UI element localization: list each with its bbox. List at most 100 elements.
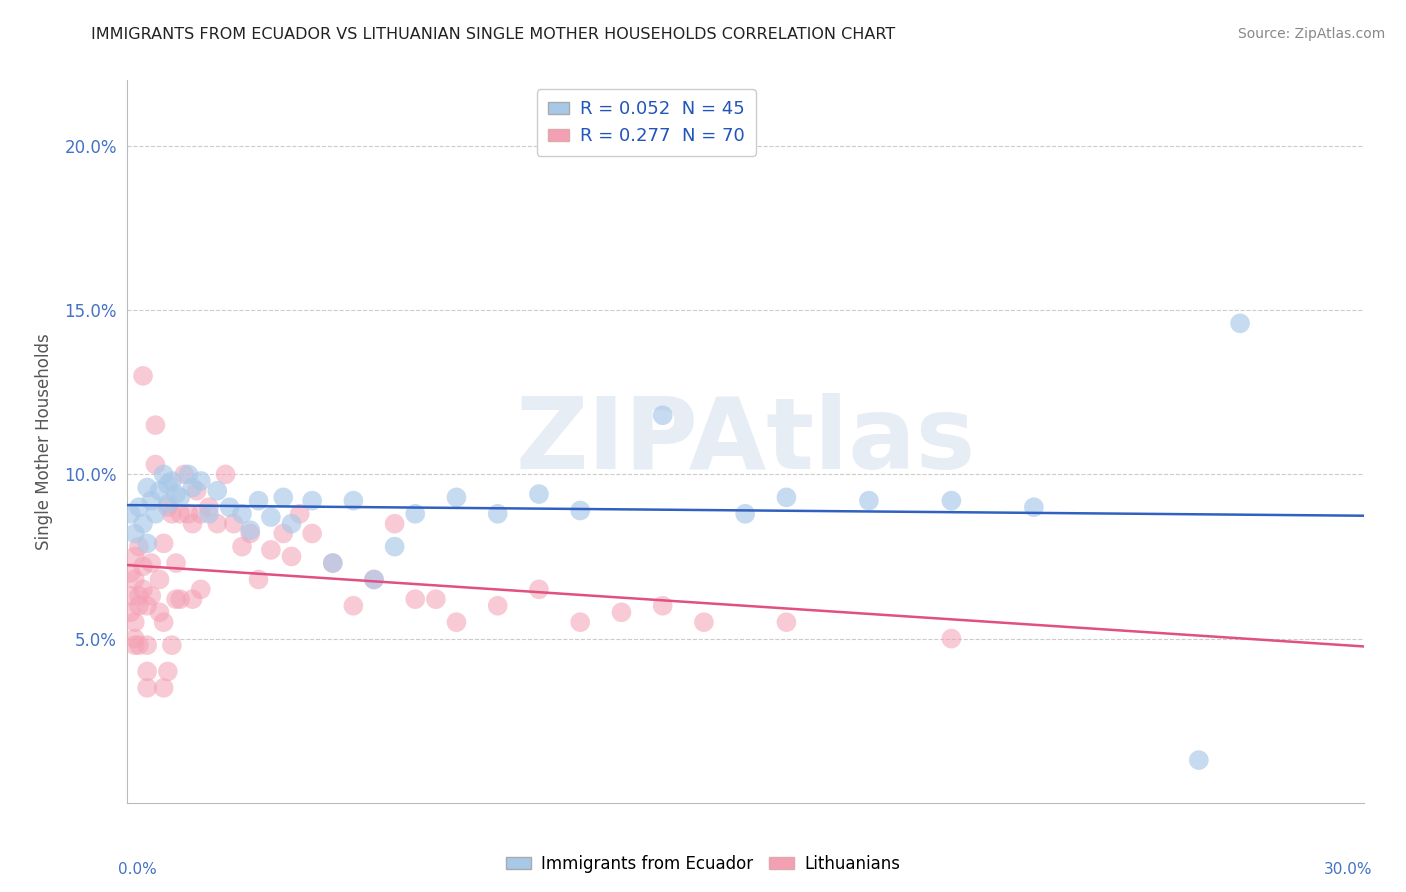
Point	[527, 487, 550, 501]
Text: 0.0%: 0.0%	[118, 862, 157, 877]
Point	[239, 526, 262, 541]
Point	[271, 526, 294, 541]
Point	[136, 481, 159, 495]
Point	[156, 665, 179, 679]
Point	[941, 632, 963, 646]
Point	[222, 516, 245, 531]
Point	[165, 556, 187, 570]
Point	[169, 592, 191, 607]
Point	[152, 536, 174, 550]
Point	[941, 493, 963, 508]
Point	[120, 507, 142, 521]
Legend: R = 0.052  N = 45, R = 0.277  N = 70: R = 0.052 N = 45, R = 0.277 N = 70	[537, 89, 755, 156]
Point	[136, 536, 159, 550]
Point	[169, 507, 191, 521]
Text: 30.0%: 30.0%	[1323, 862, 1372, 877]
Point	[280, 516, 302, 531]
Point	[124, 526, 146, 541]
Point	[775, 491, 797, 505]
Point	[132, 582, 155, 597]
Point	[120, 566, 142, 580]
Point	[301, 493, 323, 508]
Point	[651, 409, 673, 423]
Point	[141, 493, 163, 508]
Point	[128, 500, 150, 515]
Point	[136, 599, 159, 613]
Point	[404, 507, 426, 521]
Point	[160, 474, 183, 488]
Point	[280, 549, 302, 564]
Point	[124, 549, 146, 564]
Point	[446, 615, 468, 630]
Point	[169, 491, 191, 505]
Point	[120, 605, 142, 619]
Point	[152, 467, 174, 482]
Point	[198, 507, 221, 521]
Point	[190, 507, 212, 521]
Point	[128, 540, 150, 554]
Point	[190, 582, 212, 597]
Point	[384, 540, 406, 554]
Point	[160, 638, 183, 652]
Point	[384, 516, 406, 531]
Point	[177, 467, 200, 482]
Point	[124, 615, 146, 630]
Point	[181, 516, 204, 531]
Point	[342, 599, 364, 613]
Point	[322, 556, 344, 570]
Text: Source: ZipAtlas.com: Source: ZipAtlas.com	[1237, 27, 1385, 41]
Point	[136, 681, 159, 695]
Point	[148, 573, 170, 587]
Point	[363, 573, 385, 587]
Point	[198, 500, 221, 515]
Point	[190, 474, 212, 488]
Point	[136, 638, 159, 652]
Point	[425, 592, 447, 607]
Point	[301, 526, 323, 541]
Point	[132, 559, 155, 574]
Point	[404, 592, 426, 607]
Point	[181, 481, 204, 495]
Point	[152, 681, 174, 695]
Point	[260, 542, 283, 557]
Point	[120, 589, 142, 603]
Point	[145, 507, 167, 521]
Point	[165, 487, 187, 501]
Point	[486, 507, 509, 521]
Point	[181, 592, 204, 607]
Point	[486, 599, 509, 613]
Point	[342, 493, 364, 508]
Point	[1188, 753, 1211, 767]
Point	[260, 510, 283, 524]
Point	[231, 540, 253, 554]
Point	[160, 507, 183, 521]
Point	[1022, 500, 1045, 515]
Point	[271, 491, 294, 505]
Point	[651, 599, 673, 613]
Text: ZIPAtlas: ZIPAtlas	[515, 393, 976, 490]
Point	[231, 507, 253, 521]
Point	[527, 582, 550, 597]
Point	[207, 483, 229, 498]
Point	[141, 589, 163, 603]
Point	[734, 507, 756, 521]
Point	[363, 573, 385, 587]
Point	[124, 632, 146, 646]
Point	[165, 592, 187, 607]
Point	[288, 507, 311, 521]
Point	[446, 491, 468, 505]
Point	[148, 483, 170, 498]
Point	[124, 638, 146, 652]
Point	[247, 573, 270, 587]
Point	[177, 507, 200, 521]
Point	[610, 605, 633, 619]
Point	[148, 605, 170, 619]
Point	[141, 556, 163, 570]
Point	[145, 458, 167, 472]
Point	[218, 500, 240, 515]
Point	[145, 418, 167, 433]
Point	[128, 599, 150, 613]
Point	[156, 500, 179, 515]
Point	[132, 516, 155, 531]
Point	[186, 483, 208, 498]
